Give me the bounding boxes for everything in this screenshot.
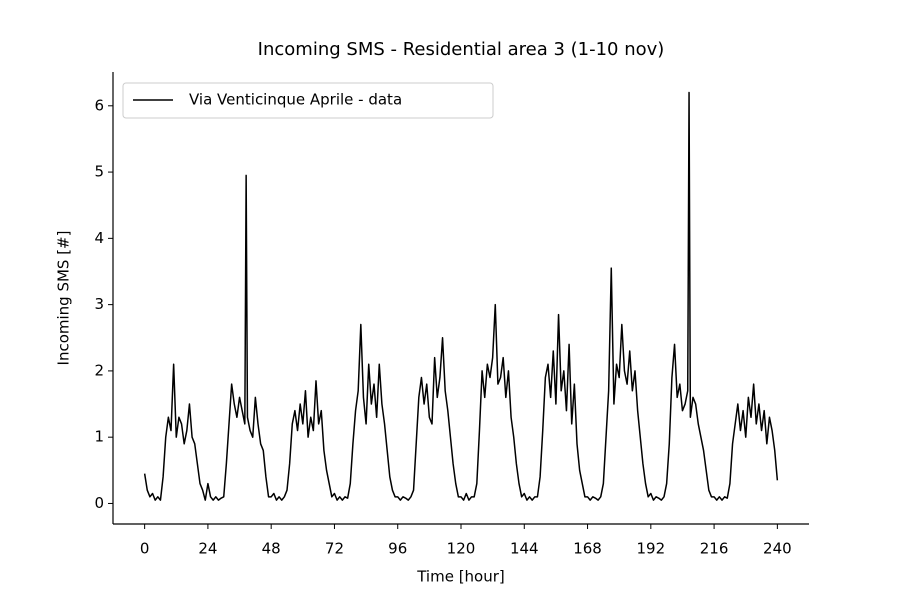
x-tick-label: 120 [447,540,476,558]
x-tick-label: 24 [198,540,217,558]
y-tick-label: 4 [94,229,104,247]
y-tick-label: 6 [94,96,104,114]
y-axis-label: Incoming SMS [#] [55,231,73,366]
x-tick-label: 216 [700,540,729,558]
x-tick-label: 48 [262,540,281,558]
y-tick-label: 0 [94,494,104,512]
x-tick-label: 144 [510,540,539,558]
y-tick-label: 3 [94,295,104,313]
y-tick-label: 1 [94,428,104,446]
x-tick-label: 0 [140,540,150,558]
x-tick-label: 240 [763,540,792,558]
legend-label: Via Venticinque Aprile - data [189,91,402,109]
legend-box [122,82,494,119]
chart-title: Incoming SMS - Residential area 3 (1-10 … [258,39,665,60]
x-tick-label: 72 [325,540,344,558]
x-tick-label: 96 [388,540,407,558]
y-tick-label: 2 [94,361,104,379]
y-tick-label: 5 [94,163,104,181]
x-tick-label: 192 [636,540,665,558]
data-line [143,91,779,501]
x-axis-label: Time [hour] [416,568,505,586]
x-tick-label: 168 [573,540,602,558]
